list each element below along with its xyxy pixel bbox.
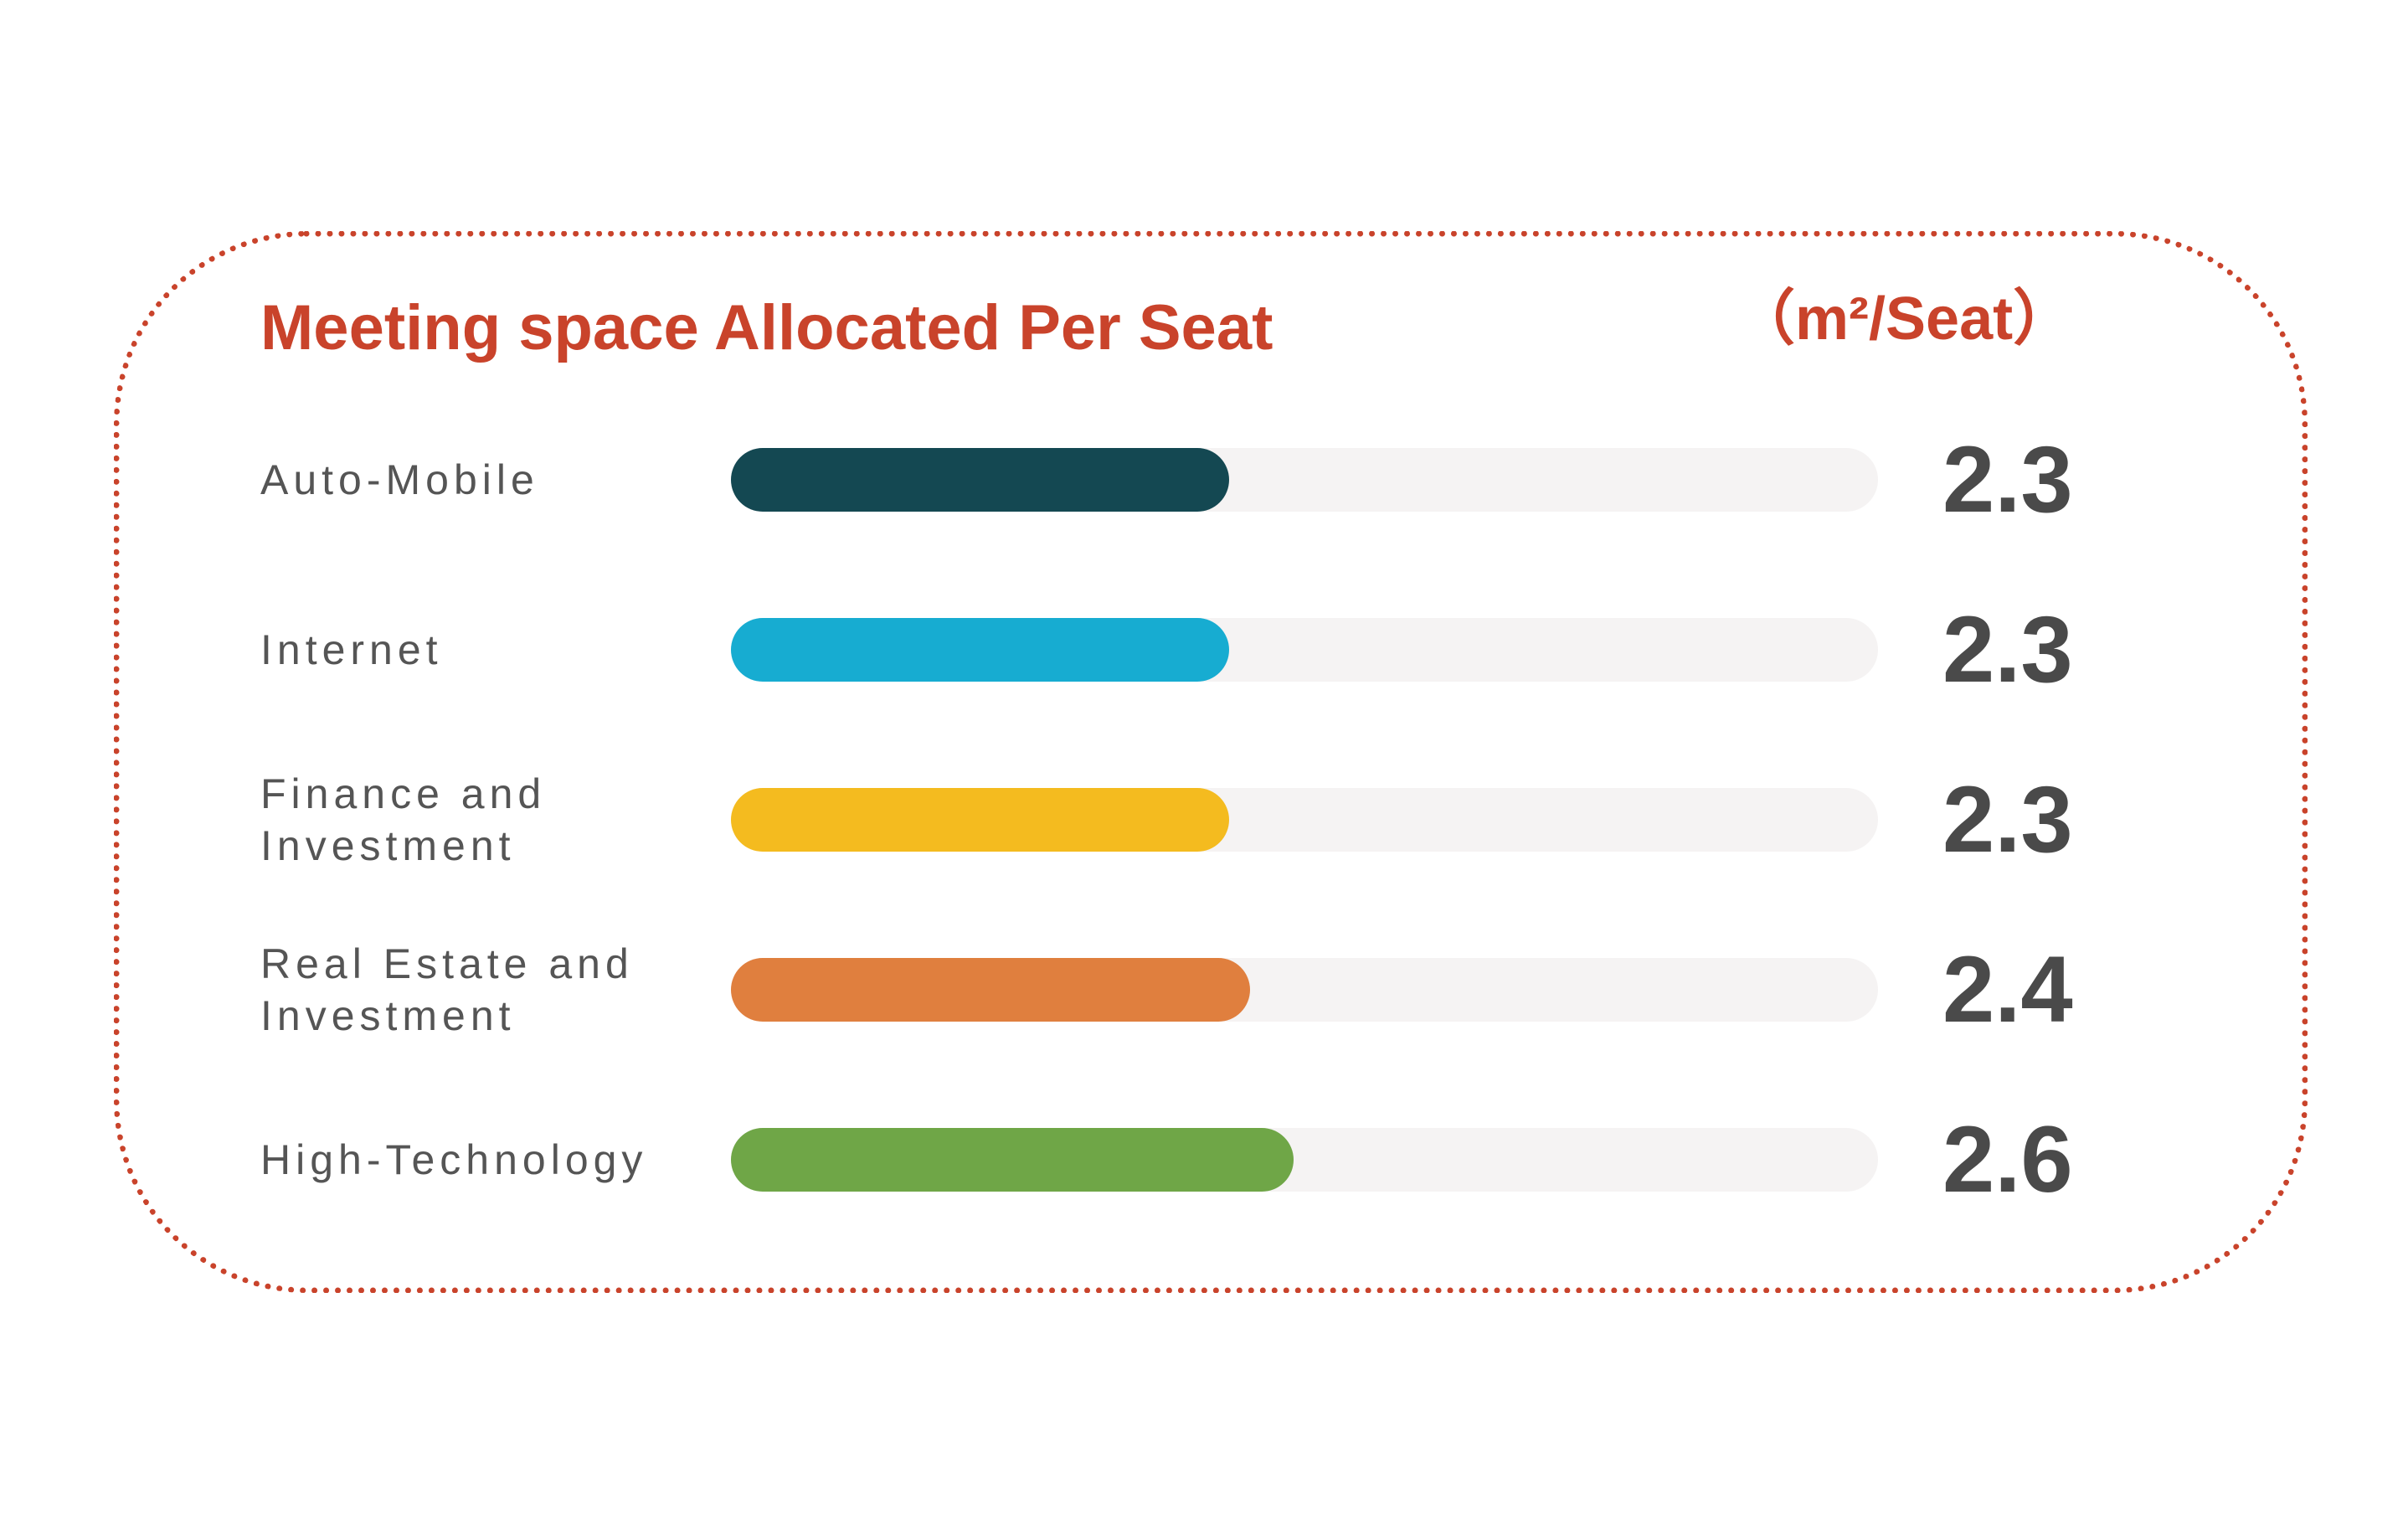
chart-title: Meeting space Allocated Per Seat	[260, 292, 1273, 363]
bar-value-label: 2.4	[1942, 937, 2073, 1042]
bar-track	[731, 448, 1878, 512]
bar-value-label: 2.3	[1942, 767, 2073, 872]
bar-label-line: Internet	[260, 626, 443, 673]
bar	[731, 958, 1250, 1022]
bar-label-line: Real Estate and	[260, 940, 634, 987]
bar-label: Auto-Mobile	[260, 454, 729, 506]
chart-unit: （m²/Seat）	[1735, 286, 2074, 353]
bar-track	[731, 1128, 1878, 1192]
bar-value-label: 2.6	[1942, 1107, 2073, 1212]
bar	[731, 1128, 1294, 1192]
bar-track	[731, 788, 1878, 852]
bar-label: Finance and Investment	[260, 768, 729, 872]
bar-label: High-Technology	[260, 1134, 729, 1186]
bar-value-label: 2.3	[1942, 427, 2073, 532]
bar-label: Real Estate and Investment	[260, 938, 729, 1042]
bar-label-line: Investment	[260, 992, 516, 1039]
bar	[731, 618, 1229, 682]
chart-frame	[114, 231, 2308, 1293]
bar-label-line: Investment	[260, 822, 516, 869]
bar-label-line: Finance and	[260, 770, 547, 817]
bar-track	[731, 618, 1878, 682]
bar-value-label: 2.3	[1942, 597, 2073, 702]
bar	[731, 788, 1229, 852]
bar-label-line: Auto-Mobile	[260, 456, 539, 503]
bar-label: Internet	[260, 624, 729, 676]
bar-track	[731, 958, 1878, 1022]
bar-label-line: High-Technology	[260, 1136, 648, 1183]
bar	[731, 448, 1229, 512]
